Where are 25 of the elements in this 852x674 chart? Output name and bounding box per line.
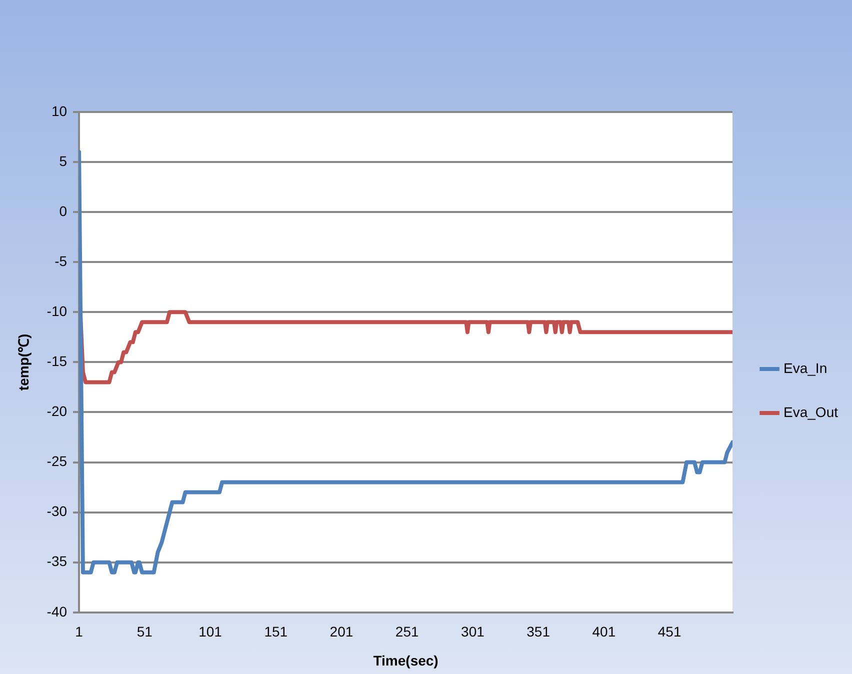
x-tick-label: 101 <box>198 624 222 640</box>
y-tick-label: 5 <box>59 152 68 169</box>
y-tick-label: 0 <box>59 202 68 219</box>
x-tick-label: 201 <box>330 624 354 640</box>
y-tick-label: -15 <box>46 353 68 370</box>
legend-label: Eva_Out <box>784 404 838 420</box>
x-tick-label: 351 <box>526 624 550 640</box>
y-tick-label: -10 <box>46 303 68 320</box>
y-tick-label: -40 <box>46 603 68 620</box>
x-tick-label: 401 <box>592 624 616 640</box>
y-tick-label: -5 <box>54 252 68 269</box>
y-tick-label: -25 <box>46 453 68 470</box>
x-tick-label: 51 <box>136 624 153 640</box>
x-tick-label: 1 <box>75 624 84 640</box>
legend-label: Eva_In <box>784 360 828 376</box>
x-tick-label: 251 <box>395 624 419 640</box>
y-tick-label: -35 <box>46 553 68 570</box>
x-tick-label: 151 <box>264 624 288 640</box>
x-tick-label: 451 <box>658 624 682 640</box>
y-axis-title: temp(℃) <box>15 334 32 391</box>
x-tick-label: 301 <box>461 624 485 640</box>
y-tick-label: 10 <box>51 102 68 119</box>
x-axis-title: Time(sec) <box>373 652 438 668</box>
y-tick-label: -30 <box>46 503 68 520</box>
y-tick-label: -20 <box>46 403 68 420</box>
